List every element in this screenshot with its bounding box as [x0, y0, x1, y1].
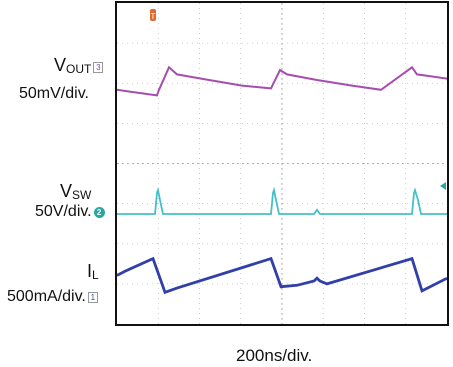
il-scale-row: 500mA/div. 1 [7, 289, 98, 305]
scope-plot: T [117, 3, 447, 324]
vsw-trace [117, 186, 447, 215]
right-edge-marker [440, 182, 446, 190]
timebase-label: 200ns/div. [236, 346, 313, 365]
vout-name: V [54, 55, 67, 75]
il-trace [117, 256, 447, 295]
svg-text:T: T [151, 12, 156, 21]
channel-2-marker: 2 [93, 207, 105, 218]
il-subscript: L [92, 268, 99, 282]
vsw-subscript: SW [72, 188, 92, 202]
vout-scale: 50mV/div. [19, 85, 89, 102]
grid [117, 3, 447, 324]
vout-subscript: OUT [66, 62, 92, 76]
vout-label: VOUT 3 [54, 55, 104, 76]
channel-1-marker: 1 [87, 292, 98, 303]
vout-trace [117, 65, 447, 97]
il-name: I [87, 261, 93, 281]
il-label: IL [87, 262, 99, 281]
channel-3-marker: 3 [93, 62, 104, 73]
vsw-label: VSW [60, 182, 91, 201]
il-scale: 500mA/div. [7, 288, 86, 305]
vsw-name: V [60, 181, 73, 201]
vsw-scale-row: 50V/div. 2 [35, 204, 105, 220]
oscilloscope-display: T [115, 1, 449, 326]
vsw-scale: 50V/div. [35, 203, 92, 220]
trigger-marker: T [150, 9, 156, 21]
